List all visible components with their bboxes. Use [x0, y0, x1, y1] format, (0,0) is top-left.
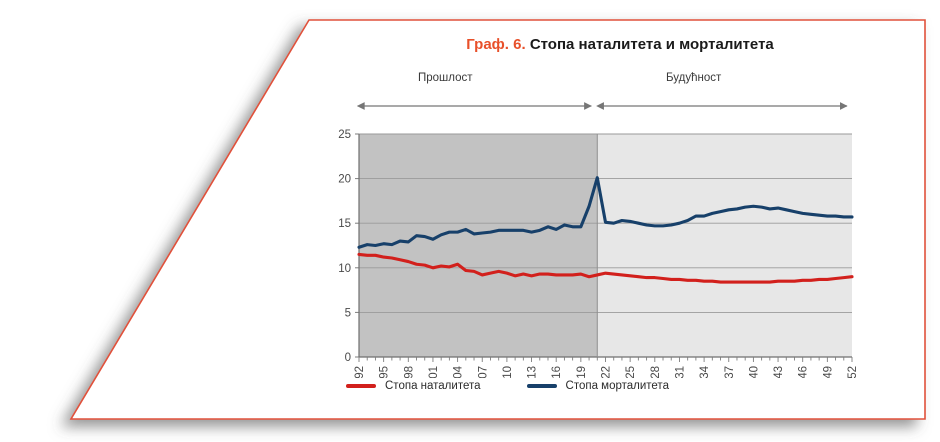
chart-title-text: Стопа наталитета и морталитета: [529, 36, 774, 53]
legend-item-natality: Стопа наталитета: [346, 380, 481, 392]
ytick-label: 5: [345, 307, 351, 319]
ytick-label: 0: [345, 352, 351, 364]
series-line-mortality: [357, 176, 854, 249]
xtick-label: 2037: [724, 366, 736, 378]
era-label-future: Будућност: [666, 72, 722, 84]
legend-label-natality: Стопа наталитета: [385, 380, 481, 392]
line-plot: 0510152025199219951998200120042007201020…: [338, 102, 859, 378]
future-shading: [597, 134, 852, 357]
ytick-label: 10: [338, 263, 351, 275]
ytick-label: 15: [338, 218, 351, 230]
xtick-label: 2034: [699, 365, 711, 378]
xtick-label: 2007: [477, 366, 489, 378]
xtick-label: 2043: [773, 366, 785, 378]
xtick-label: 2022: [601, 366, 613, 378]
xtick-label: 2031: [674, 366, 686, 378]
chart-title: Граф. 6. Стопа наталитета и морталитета: [370, 36, 870, 53]
ytick-label: 20: [338, 174, 351, 186]
legend-label-mortality: Стопа морталитета: [565, 380, 669, 392]
xtick-label: 2040: [748, 366, 760, 378]
legend-swatch-natality: [346, 384, 376, 388]
legend-item-mortality: Стопа морталитета: [526, 380, 669, 392]
xtick-label: 2046: [798, 366, 810, 378]
chart-area: Граф. 6. Стопа наталитета и морталитета …: [330, 28, 890, 408]
xtick-label: 1995: [379, 366, 391, 378]
xtick-label: 2028: [650, 366, 662, 378]
era-label-past: Прошлост: [418, 72, 473, 84]
xtick-label: 2052: [847, 366, 859, 378]
xtick-label: 1998: [403, 366, 415, 378]
series-line-natality: [357, 252, 854, 284]
xtick-label: 1992: [354, 366, 366, 378]
past-shading: [359, 134, 598, 357]
xtick-label: 2001: [428, 366, 440, 378]
xtick-label: 2049: [822, 366, 834, 378]
xtick-label: 2013: [527, 366, 539, 378]
xtick-label: 2019: [576, 366, 588, 378]
xtick-label: 2004: [453, 365, 465, 378]
chart-legend: Стопа наталитета Стопа морталитета: [338, 380, 886, 392]
xtick-label: 2016: [551, 366, 563, 378]
ytick-label: 25: [338, 129, 351, 141]
chart-title-number: Граф. 6.: [466, 36, 526, 53]
legend-swatch-mortality: [526, 384, 557, 388]
xtick-label: 2010: [502, 366, 514, 378]
